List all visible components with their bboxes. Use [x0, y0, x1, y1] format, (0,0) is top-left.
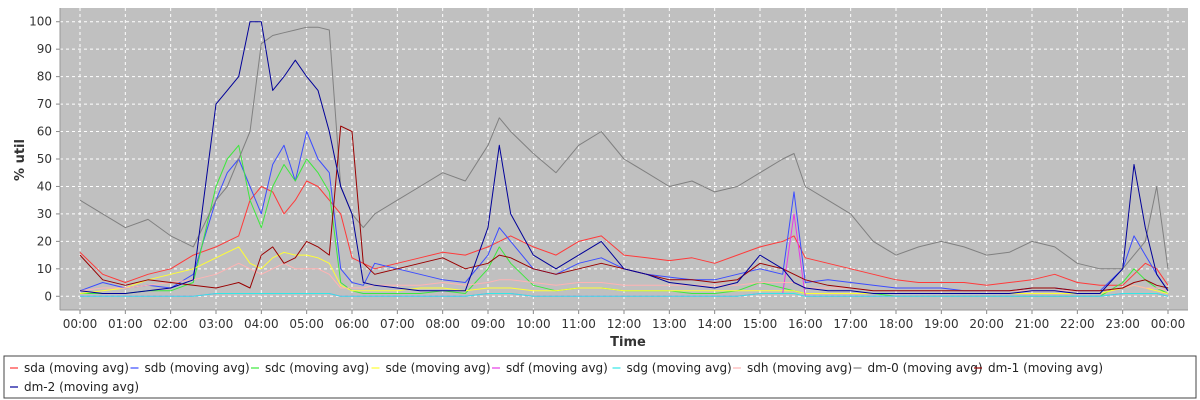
legend-entry: dm-1 (moving avg): [988, 361, 1103, 375]
x-tick-label: 15:00: [743, 317, 778, 331]
y-tick-label: 90: [37, 42, 52, 56]
x-tick-label: 11:00: [561, 317, 596, 331]
x-tick-label: 05:00: [289, 317, 324, 331]
series-line-dm-0: [79, 26, 1169, 270]
y-axis: 0 10 20 30 40 50 60 70 80 90 100: [29, 15, 60, 303]
series-line-dm-2: [79, 21, 1169, 294]
y-tick-label: 20: [37, 234, 52, 248]
x-tick-label: 16:00: [788, 317, 823, 331]
x-axis-label: Time: [610, 335, 646, 350]
x-tick-label: 19:00: [924, 317, 959, 331]
x-tick-label: 08:00: [425, 317, 460, 331]
x-tick-label: 03:00: [199, 317, 234, 331]
x-tick-label: 23:00: [1105, 317, 1140, 331]
x-tick-label: 18:00: [879, 317, 914, 331]
legend-entry: sda (moving avg): [24, 361, 129, 375]
y-tick-label: 40: [37, 179, 52, 193]
series-layer: [79, 21, 1169, 297]
x-tick-label: 17:00: [833, 317, 868, 331]
x-tick-label: 13:00: [652, 317, 687, 331]
y-axis-label: % util: [13, 139, 28, 181]
x-tick-label: 21:00: [1015, 317, 1050, 331]
y-tick-label: 60: [37, 125, 52, 139]
legend-entry: sdg (moving avg): [627, 361, 732, 375]
legend-entry: sdc (moving avg): [265, 361, 369, 375]
y-tick-label: 30: [37, 207, 52, 221]
legend-box: [3, 355, 1197, 399]
x-tick-label: 00:00: [63, 317, 98, 331]
x-tick-label: 12:00: [607, 317, 642, 331]
x-tick-label: 22:00: [1060, 317, 1095, 331]
legend-entry: sdb (moving avg): [145, 361, 250, 375]
legend-entry: sdh (moving avg): [747, 361, 852, 375]
y-tick-label: 50: [37, 152, 52, 166]
legend: sda (moving avg) sdb (moving avg) sdc (mov…: [10, 361, 1103, 394]
x-tick-label: 02:00: [153, 317, 188, 331]
y-tick-label: 80: [37, 70, 52, 84]
x-tick-label: 00:00: [1151, 317, 1186, 331]
series-line-dm-1: [79, 125, 1169, 292]
y-tick-label: 0: [44, 289, 52, 303]
x-tick-label: 06:00: [335, 317, 370, 331]
legend-entry: sde (moving avg): [386, 361, 491, 375]
grid-lines: [60, 8, 1188, 310]
y-tick-label: 100: [29, 15, 52, 29]
series-line-sda: [79, 180, 1169, 286]
legend-entry: sdf (moving avg): [506, 361, 608, 375]
x-tick-label: 07:00: [380, 317, 415, 331]
y-tick-label: 10: [37, 262, 52, 276]
x-axis: 00:00 01:00 02:00 03:00 04:00 05:00 06:00 07:00…: [63, 310, 1186, 331]
x-tick-label: 20:00: [969, 317, 1004, 331]
y-tick-label: 70: [37, 97, 52, 111]
series-line-sdg: [80, 293, 1169, 297]
x-tick-label: 01:00: [108, 317, 143, 331]
x-tick-label: 04:00: [244, 317, 279, 331]
x-tick-label: 10:00: [516, 317, 551, 331]
legend-entry: dm-0 (moving avg): [868, 361, 983, 375]
x-tick-label: 09:00: [471, 317, 506, 331]
legend-entry: dm-2 (moving avg): [24, 380, 139, 394]
x-tick-label: 14:00: [697, 317, 732, 331]
